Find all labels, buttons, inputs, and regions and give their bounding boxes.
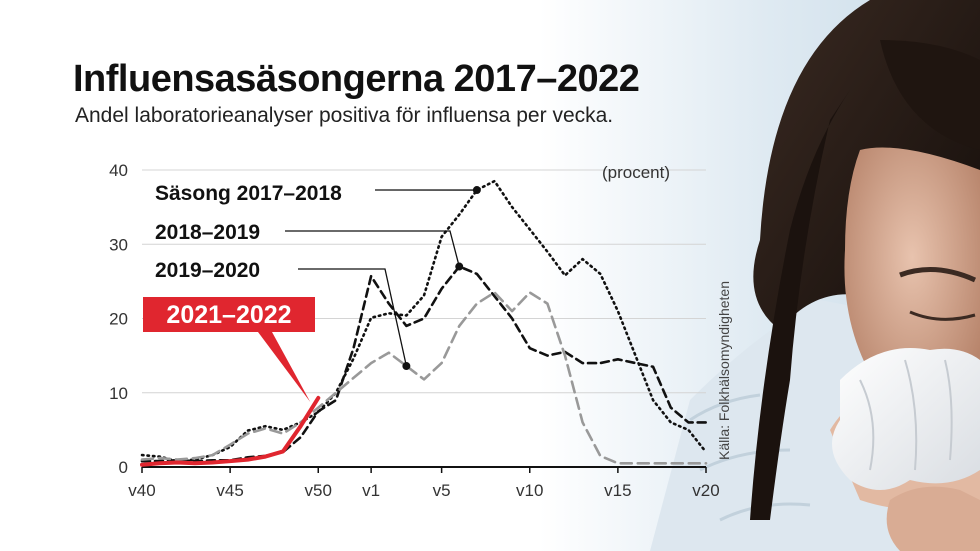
series-lines (140, 179, 708, 467)
callout-dot-3 (402, 362, 411, 371)
highlight-label-box (143, 297, 315, 332)
page-subtitle: Andel laboratorieanalyser positiva för i… (75, 104, 614, 127)
series-line-1 (140, 179, 708, 463)
x-tick-label: v20 (692, 481, 719, 500)
callout-dot-1 (472, 186, 481, 195)
callout-leader-3 (298, 268, 408, 367)
callout-dot-2 (455, 262, 464, 271)
callout-leader-2 (285, 230, 460, 267)
page-title: Influensasäsongerna 2017–2022 (73, 58, 640, 100)
callout-label-2: 2018–2019 (155, 221, 260, 244)
y-tick-label: 20 (109, 310, 128, 329)
y-tick-labels: 0 10 20 30 40 (109, 161, 128, 477)
source-label: Källa: Folkhälsomyndigheten (716, 281, 732, 460)
y-tick-label: 0 (119, 458, 128, 477)
y-unit-label: (procent) (602, 163, 670, 182)
series-callouts: Säsong 2017–2018 2018–2019 2019–2020 2021–2… (143, 182, 481, 402)
y-tick-label: 10 (109, 384, 128, 403)
callout-label-1: Säsong 2017–2018 (155, 182, 342, 205)
x-tick-labels: v40 v45 v50 v1 v5 v10 v15 v20 (128, 467, 720, 500)
x-tick-label: v45 (216, 481, 243, 500)
series-line-4 (140, 395, 321, 467)
callout-label-3: 2019–2020 (155, 259, 260, 282)
highlight-pointer (258, 332, 311, 402)
x-tick-label: v1 (362, 481, 380, 500)
highlight-label: 2021–2022 (166, 301, 291, 329)
x-tick-label: v40 (128, 481, 155, 500)
y-tick-label: 30 (109, 235, 128, 254)
x-tick-label: v5 (433, 481, 451, 500)
x-tick-label: v50 (305, 481, 332, 500)
y-tick-label: 40 (109, 161, 128, 180)
series-line-3 (140, 291, 708, 465)
x-tick-label: v10 (516, 481, 543, 500)
x-tick-label: v15 (604, 481, 631, 500)
